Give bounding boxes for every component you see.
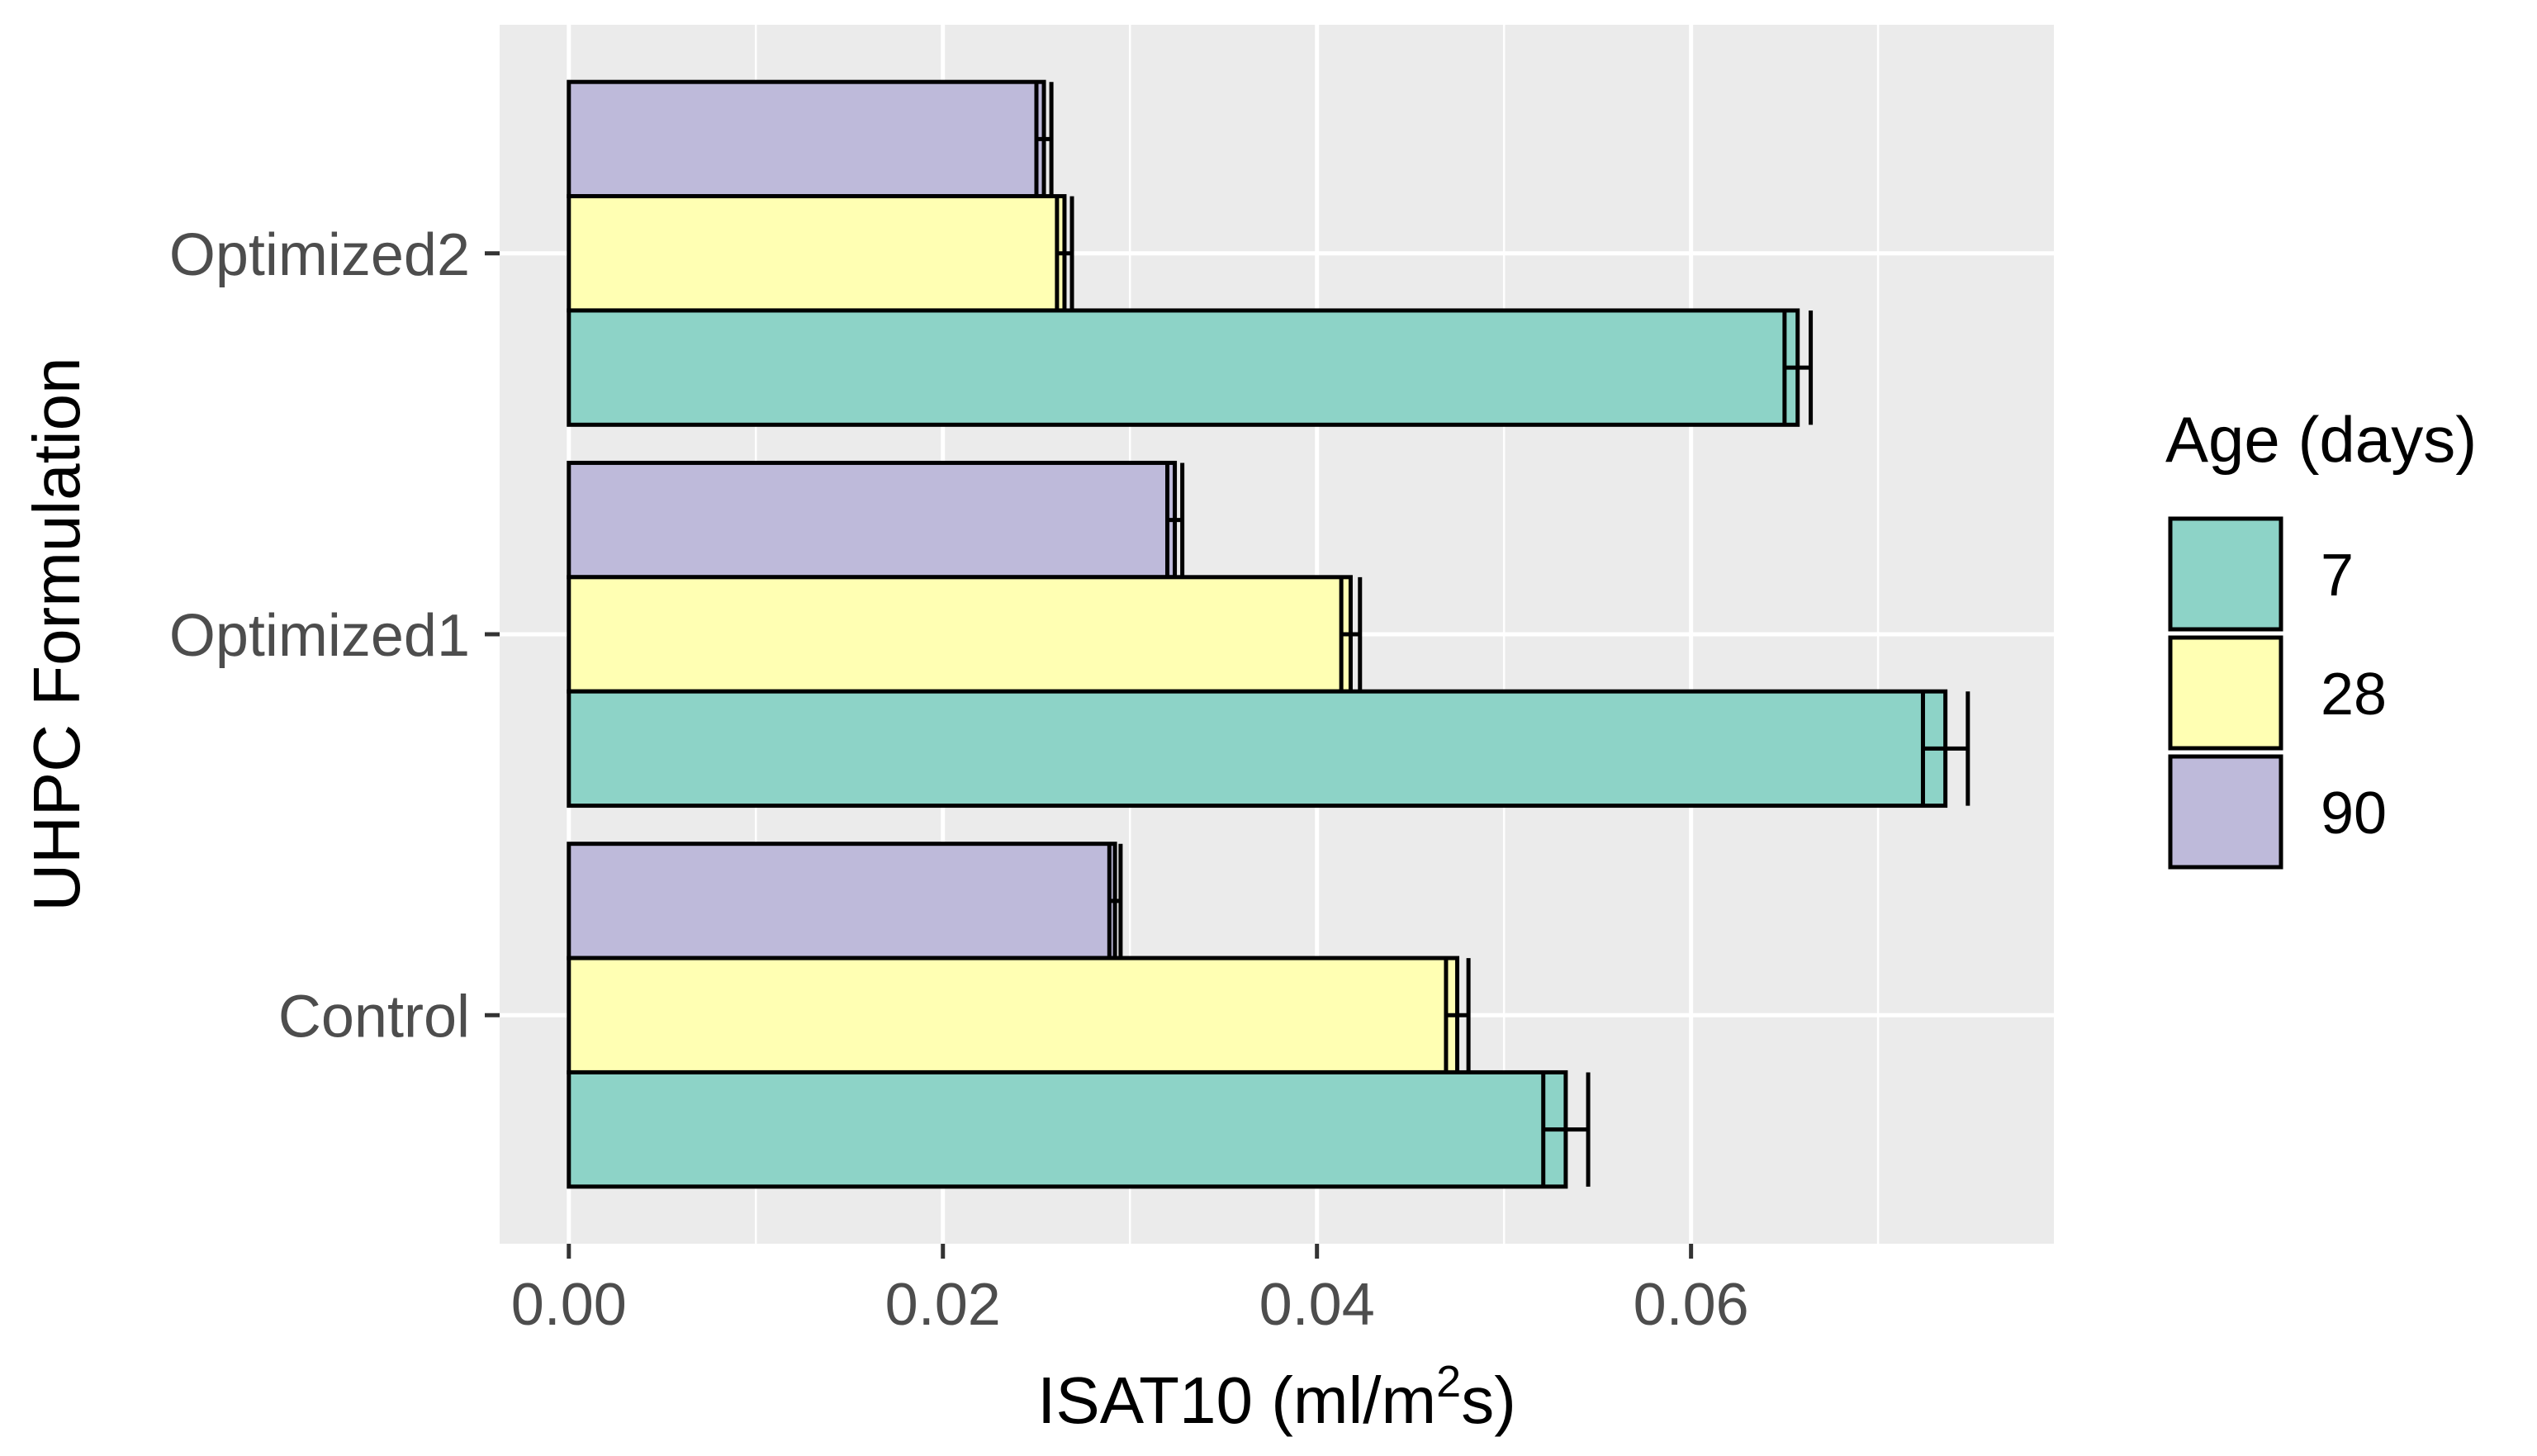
x-tick-label: 0.04 <box>1259 1272 1375 1338</box>
x-axis-title: ISAT10 (ml/m2s) <box>1037 1357 1516 1437</box>
legend: Age (days) 7 28 90 <box>2165 403 2477 870</box>
legend-key-7 <box>2168 516 2283 632</box>
errorbar-optimized1-28d <box>1339 576 1363 692</box>
bar-control-90d <box>567 842 1117 960</box>
legend-key-28 <box>2168 635 2283 751</box>
errorbar-optimized2-7d <box>1782 310 1814 425</box>
bar-control-28d <box>567 956 1460 1074</box>
x-axis-title-superscript: 2 <box>1436 1357 1461 1406</box>
bar-optimized1-28d <box>567 575 1353 694</box>
errorbar-control-90d <box>1107 843 1123 959</box>
bar-optimized1-7d <box>567 689 1948 809</box>
errorbar-control-7d <box>1541 1072 1591 1187</box>
y-axis-title: UHPC Formulation <box>20 357 93 911</box>
bar-control-7d <box>567 1069 1568 1189</box>
legend-items: 7 28 90 <box>2168 516 2387 870</box>
x-tick-label: 0.02 <box>885 1272 1001 1338</box>
x-axis-title-tail: s) <box>1461 1364 1516 1437</box>
y-axis: Control Optimized1 Optimized2 <box>169 222 500 1050</box>
legend-label-28: 28 <box>2321 662 2387 728</box>
bar-optimized1-90d <box>567 460 1178 580</box>
y-tick-label: Optimized1 <box>169 603 470 669</box>
x-tick-label: 0.06 <box>1634 1272 1749 1338</box>
legend-label-7: 7 <box>2321 543 2354 609</box>
errorbars-group <box>1034 82 1970 1187</box>
bar-optimized2-90d <box>567 79 1046 199</box>
errorbar-optimized2-28d <box>1055 196 1074 311</box>
bar-optimized2-7d <box>567 308 1800 427</box>
bars-group <box>567 79 1948 1189</box>
x-axis-title-main: ISAT10 (ml/m <box>1037 1364 1436 1437</box>
y-tick-label: Control <box>278 984 470 1050</box>
legend-title: Age (days) <box>2165 403 2477 476</box>
errorbar-optimized2-90d <box>1034 82 1054 197</box>
x-tick-label: 0.00 <box>511 1272 627 1338</box>
y-tick-label: Optimized2 <box>169 222 470 288</box>
legend-label-90: 90 <box>2321 780 2387 847</box>
errorbar-optimized1-7d <box>1920 691 1970 806</box>
errorbar-optimized1-90d <box>1165 462 1185 577</box>
bar-optimized2-28d <box>567 194 1067 313</box>
legend-key-90 <box>2168 754 2283 870</box>
x-axis: 0.00 0.02 0.04 0.06 <box>511 1244 1749 1338</box>
errorbar-control-28d <box>1444 958 1471 1073</box>
